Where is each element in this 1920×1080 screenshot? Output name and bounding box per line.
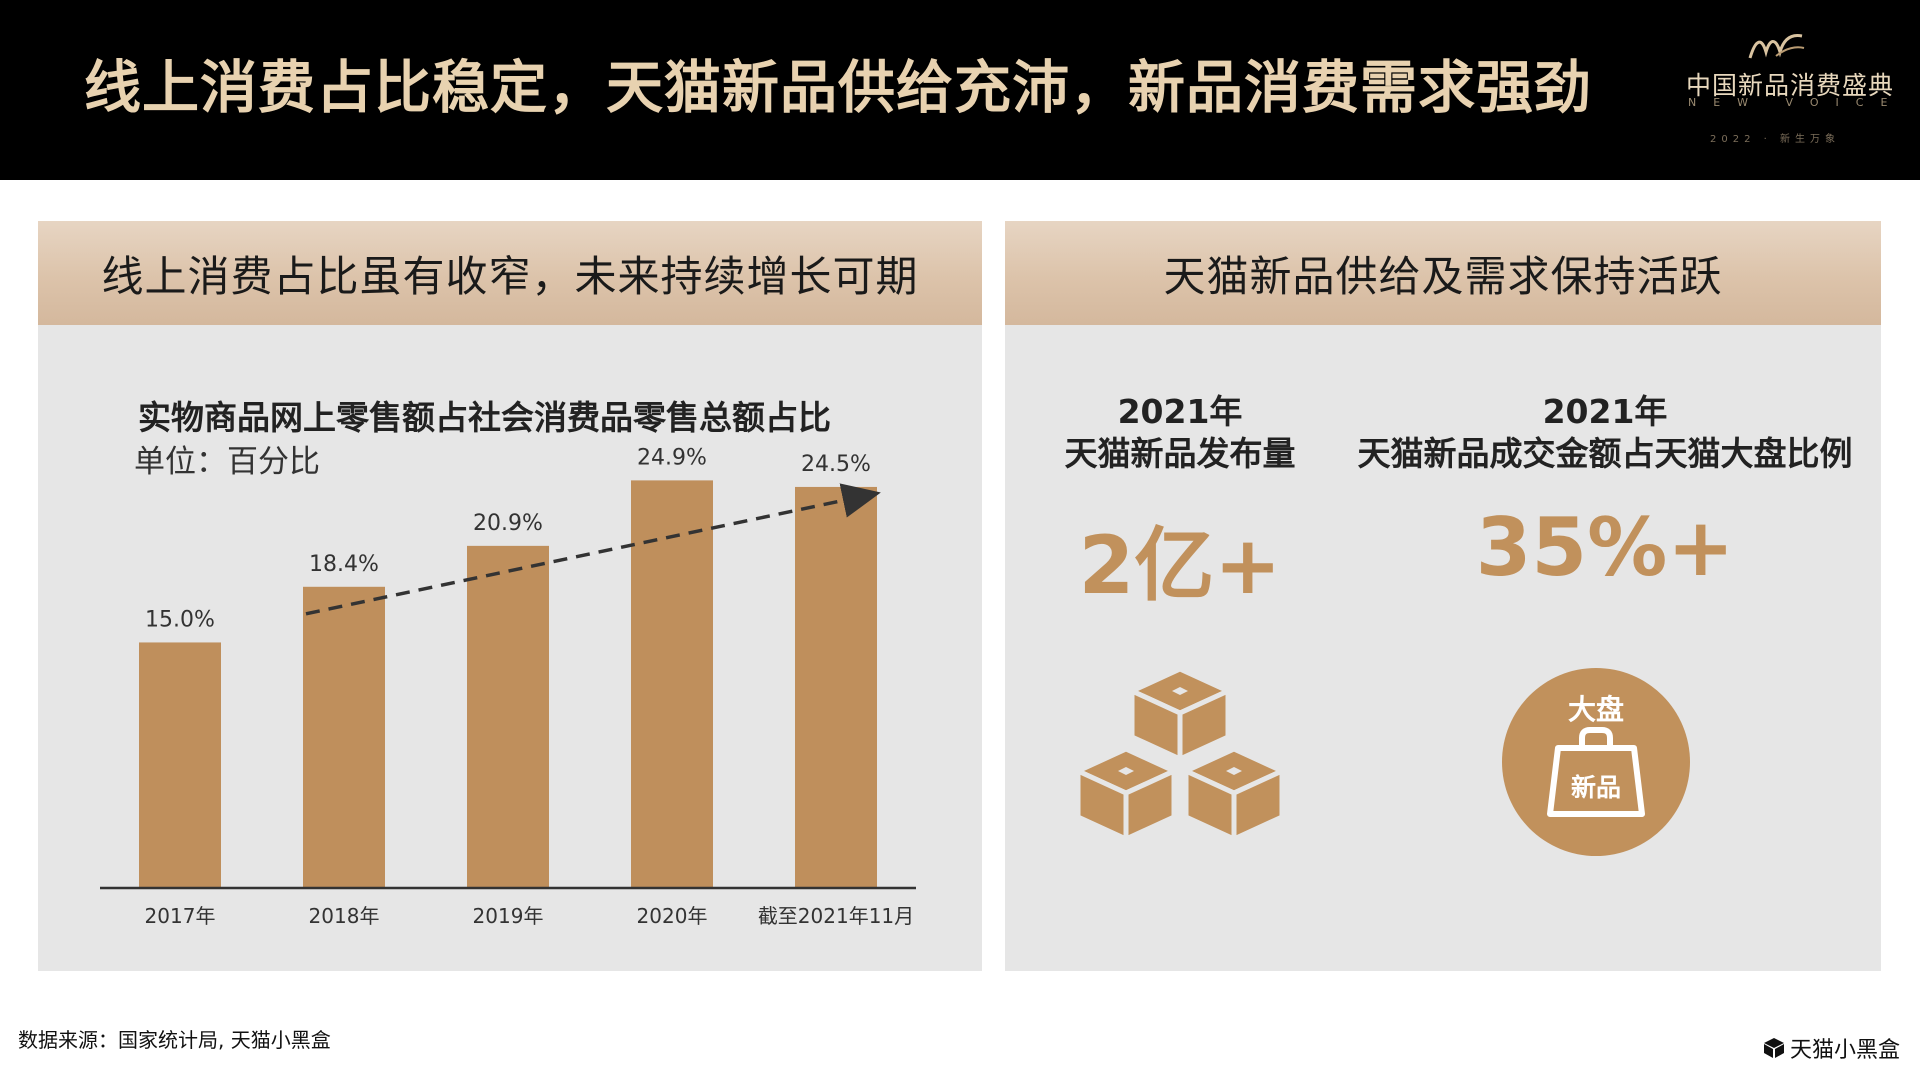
data-source: 数据来源：国家统计局, 天猫小黑盒 [18,1028,331,1052]
brand-logo-icon [1748,34,1805,59]
panel-header-title: 天猫新品供给及需求保持活跃 [1163,251,1723,301]
panel-header: 线上消费占比虽有收窄，未来持续增长可期 [38,221,982,325]
bar-2 [467,545,549,888]
chart-unit: 单位：百分比 [134,444,320,480]
panel-header-title: 线上消费占比虽有收窄，未来持续增长可期 [101,251,919,301]
footer-logo-text: 天猫小黑盒 [1790,1038,1901,1063]
stat-release-value: 2亿+ [1078,519,1282,612]
stat-share-title: 天猫新品成交金额占天猫大盘比例 [1357,434,1853,473]
online-share-panel: 线上消费占比虽有收窄，未来持续增长可期 实物商品网上零售额占社会消费品零售总额占… [38,221,982,971]
bar-3 [631,480,713,888]
top-banner: 线上消费占比稳定，天猫新品供给充沛，新品消费需求强劲 中国新品消费盛典 NEW … [0,0,1920,180]
stat-release-title: 天猫新品发布量 [1064,434,1296,473]
stat-share-value: 35%+ [1475,501,1735,594]
event-brand: 中国新品消费盛典 NEW VOICE 2022 · 新生万象 [1676,30,1893,150]
supply-demand-panel: 天猫新品供给及需求保持活跃 2021年 天猫新品发布量 2亿+ 2021年 天猫… [1005,221,1881,971]
trend-arrow [305,483,881,616]
bar-value-label: 24.5% [801,452,871,477]
bar-value-label: 18.4% [309,552,379,577]
footer-logo: 天猫小黑盒 [1762,1032,1900,1064]
bag-circle-icon [1502,668,1690,856]
boxes-icon [1075,666,1285,841]
bar-chart: 15.0% 2017年 18.4% 2018年 20.9% 2019年 24.9% 2020年… [100,445,916,928]
x-tick-label: 2020年 [637,904,708,928]
brand-name-cn: 中国新品消费盛典 [1686,71,1895,100]
stat-release-year: 2021年 [1117,392,1243,431]
badge-bottom-label: 新品 [1570,773,1621,802]
bar-value-label: 20.9% [473,511,543,536]
badge-top-label: 大盘 [1567,693,1624,726]
bar-value-label: 24.9% [637,445,707,470]
stat-release-label: 2021年 天猫新品发布量 [1025,391,1335,475]
market-bag-icon: 大盘 新品 [1502,668,1690,856]
chart-title: 实物商品网上零售额占社会消费品零售总额占比 [138,398,831,437]
bar-1 [303,586,385,888]
stat-share-year: 2021年 [1542,392,1668,431]
black-box-icon [1764,1038,1784,1058]
stat-share-label: 2021年 天猫新品成交金额占天猫大盘比例 [1335,391,1875,475]
bar-0 [139,642,221,888]
x-tick-label: 截至2021年11月 [758,904,914,928]
bar-4 [795,486,877,888]
panel-header: 天猫新品供给及需求保持活跃 [1005,221,1881,325]
x-tick-label: 2019年 [473,904,544,928]
brand-name-en: NEW VOICE [1688,96,1905,109]
x-tick-label: 2017年 [145,904,216,928]
page-title: 线上消费占比稳定，天猫新品供给充沛，新品消费需求强劲 [84,55,1592,121]
x-tick-label: 2018年 [309,904,380,928]
brand-year: 2022 · 新生万象 [1710,134,1840,145]
bar-value-label: 15.0% [145,607,215,632]
